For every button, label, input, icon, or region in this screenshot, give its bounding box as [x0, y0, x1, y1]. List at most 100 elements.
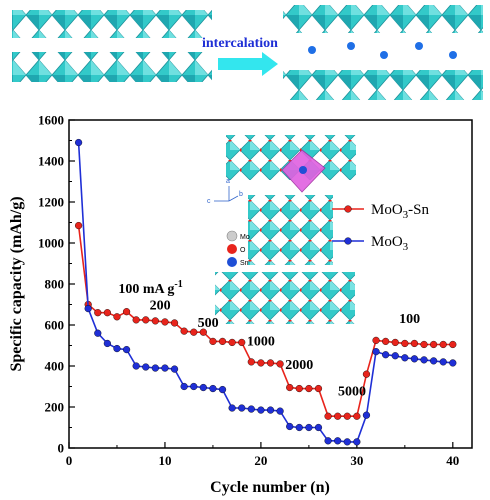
data-point — [382, 337, 390, 346]
data-point — [180, 382, 188, 391]
legend-o-label: O — [240, 247, 246, 254]
intercalation-arrow — [218, 52, 278, 76]
rate-annotations: 100 mA g-1 200 500 1000 2000 5000 100 — [118, 279, 420, 400]
data-point — [113, 313, 121, 321]
right-layer-lower — [283, 70, 483, 100]
y-tick-label: 1400 — [38, 154, 64, 169]
data-point — [113, 344, 121, 353]
data-point — [382, 351, 390, 359]
data-point — [218, 337, 227, 346]
data-point — [228, 404, 236, 412]
data-series — [74, 138, 457, 446]
legend-o-dot — [227, 244, 237, 254]
data-point — [449, 340, 457, 349]
x-tick-label: 0 — [66, 453, 73, 468]
data-point — [372, 336, 380, 344]
data-point — [449, 359, 457, 367]
ion — [347, 42, 355, 50]
data-point — [122, 346, 131, 354]
data-point — [362, 411, 371, 419]
x-tick-label: 10 — [158, 453, 171, 468]
data-point — [257, 406, 265, 414]
data-point — [170, 365, 179, 373]
data-point — [74, 138, 83, 147]
data-point — [142, 316, 150, 324]
data-point — [353, 412, 361, 420]
data-point — [343, 438, 351, 446]
inset-atom-legend: Mo O Sn — [226, 230, 250, 267]
series-line-moo3-sn — [77, 225, 453, 418]
data-point — [151, 364, 159, 372]
ion — [415, 42, 423, 50]
legend-marker — [344, 237, 352, 245]
data-point — [353, 438, 361, 446]
data-point — [142, 363, 150, 371]
x-axis-label: Cycle number (n) — [210, 479, 330, 496]
data-point — [161, 318, 169, 326]
series-line-moo3 — [77, 142, 453, 443]
data-point — [276, 407, 284, 415]
data-point — [94, 309, 102, 317]
y-tick-label: 400 — [45, 359, 65, 374]
intercalated-ions — [308, 42, 457, 59]
y-tick-label: 800 — [45, 277, 65, 292]
data-point — [84, 305, 92, 313]
legend-sn-label: Sn — [240, 260, 249, 267]
legend-label: MoO3-Sn — [371, 202, 430, 221]
left-layer-lower — [12, 52, 212, 82]
data-point — [439, 340, 447, 349]
data-point — [199, 383, 207, 392]
data-point — [439, 358, 447, 366]
data-point — [343, 412, 351, 420]
data-point — [103, 309, 111, 317]
data-point — [430, 340, 438, 349]
data-point — [420, 340, 428, 349]
data-point — [295, 423, 303, 432]
axis-c-label: c — [207, 198, 211, 205]
data-point — [410, 355, 419, 363]
right-layer-upper — [283, 5, 483, 33]
ion — [380, 51, 388, 59]
data-point — [286, 383, 294, 392]
data-point — [324, 437, 332, 445]
y-tick-label: 1200 — [38, 195, 64, 210]
rate-label: 2000 — [285, 358, 313, 373]
legend-sn-dot — [227, 257, 237, 267]
data-point — [334, 412, 342, 420]
data-point — [190, 328, 198, 336]
rate-label: 200 — [150, 299, 171, 314]
data-point — [401, 339, 409, 348]
rate-label: 1000 — [247, 335, 275, 350]
legend-label: MoO3 — [371, 234, 409, 253]
data-point — [314, 384, 323, 393]
data-point — [122, 308, 131, 316]
data-point — [132, 316, 140, 324]
y-tick-label: 1600 — [38, 113, 64, 128]
crystal-schematic: intercalation — [12, 5, 483, 100]
axis-a-label: a — [226, 178, 230, 185]
inset-axes-glyph: a c b — [207, 178, 243, 205]
x-tick-label: 30 — [350, 453, 363, 468]
chart-legend: MoO3-Sn MoO3 — [332, 202, 430, 253]
data-point — [314, 423, 323, 432]
left-layer-upper — [12, 10, 212, 38]
data-point — [247, 358, 255, 366]
legend-marker — [344, 205, 352, 213]
y-tick-label: 600 — [45, 318, 65, 333]
data-point — [362, 370, 371, 378]
data-point — [430, 357, 438, 365]
data-point — [372, 348, 380, 356]
data-point — [266, 359, 275, 367]
data-point — [238, 338, 246, 347]
inset-structure: a c b Mo O Sn — [207, 135, 356, 324]
data-point — [391, 338, 399, 347]
legend-mo-dot — [226, 230, 238, 242]
data-point — [401, 354, 409, 362]
x-tick-label: 20 — [254, 453, 267, 468]
data-point — [218, 385, 227, 394]
data-point — [103, 339, 111, 348]
data-point — [276, 360, 284, 368]
rate-label: 100 mA g-1 — [118, 279, 182, 297]
